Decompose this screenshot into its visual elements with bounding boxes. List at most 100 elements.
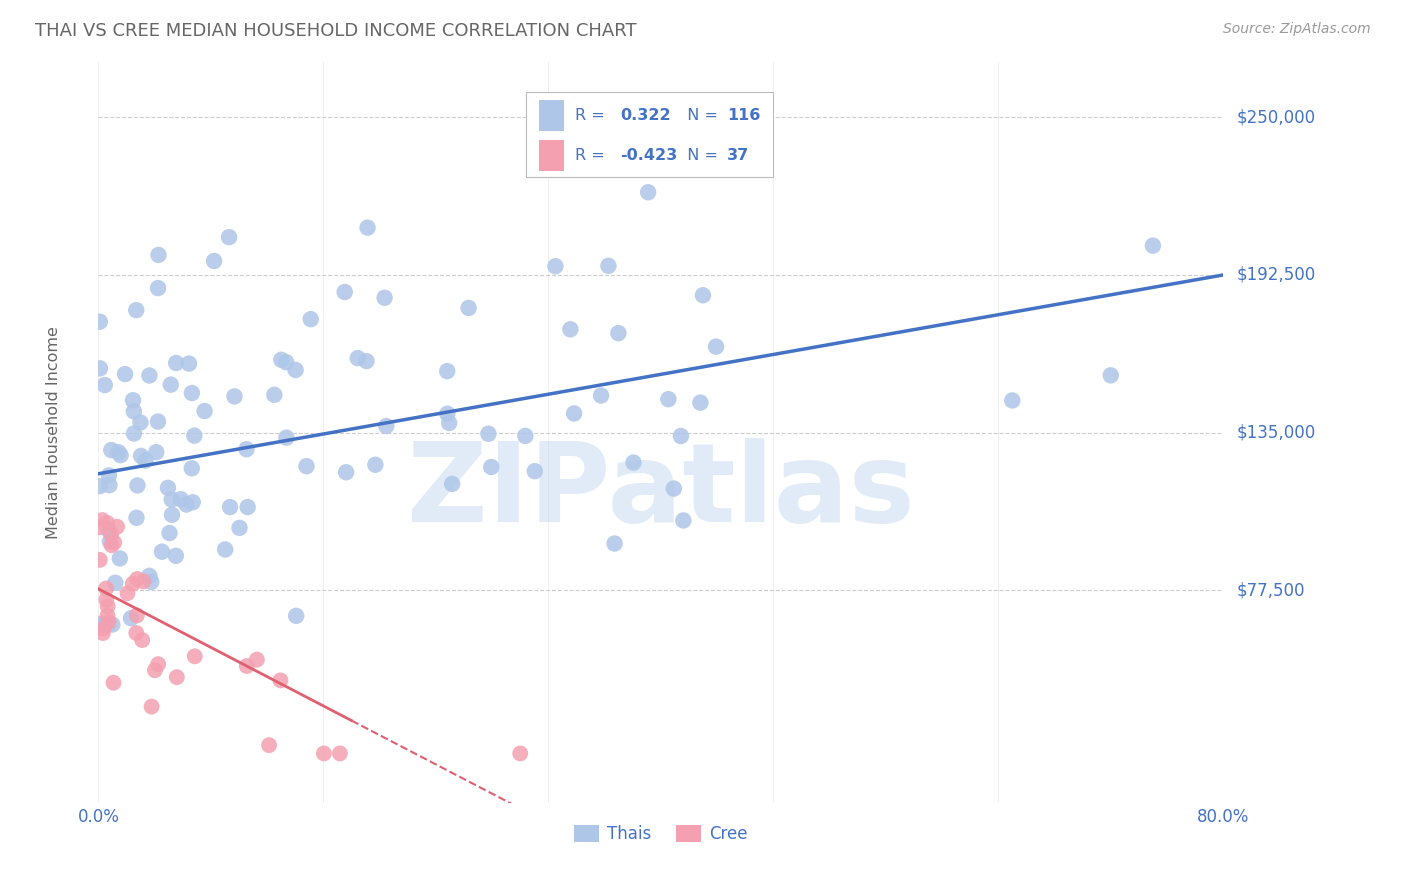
Point (117, 586, 139, 600)
Text: ZIPatlas: ZIPatlas (406, 438, 915, 545)
Point (129, 449, 152, 463)
Point (100, 443, 122, 458)
Point (94, 582, 117, 596)
Point (91, 626, 114, 640)
Point (276, 355, 298, 369)
Point (96, 592, 118, 607)
Point (235, 442, 257, 457)
Point (122, 426, 145, 441)
Text: $77,500: $77,500 (1237, 582, 1306, 599)
Point (589, 388, 612, 402)
Point (312, 747, 335, 761)
Point (662, 482, 685, 496)
Point (1142, 238, 1164, 252)
Text: R =: R = (575, 109, 616, 123)
Point (104, 575, 127, 590)
Point (160, 492, 183, 507)
Point (689, 395, 711, 409)
Point (89, 315, 111, 329)
Point (214, 542, 236, 557)
Point (89, 361, 111, 376)
Point (97, 468, 120, 483)
Point (100, 527, 122, 541)
Point (285, 608, 308, 623)
Point (97, 615, 120, 629)
Text: 37: 37 (727, 148, 749, 163)
Point (159, 377, 181, 392)
Point (91, 622, 114, 636)
FancyBboxPatch shape (540, 100, 564, 131)
Point (114, 367, 136, 381)
Point (183, 428, 205, 442)
Point (219, 500, 242, 514)
Point (1001, 393, 1024, 408)
Point (103, 675, 125, 690)
Point (295, 459, 318, 474)
Point (105, 519, 128, 533)
Point (138, 569, 160, 583)
Text: Source: ZipAtlas.com: Source: ZipAtlas.com (1223, 22, 1371, 37)
Point (562, 407, 585, 421)
Point (515, 429, 537, 443)
Point (159, 526, 181, 541)
Point (374, 291, 396, 305)
Point (89, 553, 111, 567)
Point (97, 599, 120, 614)
Point (181, 495, 204, 509)
Point (375, 419, 398, 434)
Point (236, 500, 259, 514)
Point (441, 476, 464, 491)
Point (160, 508, 183, 522)
Point (96, 516, 118, 530)
Point (544, 259, 567, 273)
Point (122, 576, 145, 591)
Point (236, 659, 259, 673)
Point (623, 456, 645, 470)
Point (122, 393, 145, 408)
Point (138, 368, 160, 383)
Text: N =: N = (676, 109, 723, 123)
Point (120, 611, 142, 625)
Point (131, 633, 153, 648)
Point (1099, 368, 1122, 383)
Point (457, 301, 479, 315)
Point (246, 652, 269, 666)
Point (98, 534, 121, 549)
Point (180, 386, 202, 401)
Point (364, 458, 387, 472)
Point (436, 364, 458, 378)
Point (509, 747, 531, 761)
Point (284, 363, 307, 377)
Point (146, 657, 169, 672)
Point (97, 617, 120, 632)
Point (356, 220, 378, 235)
Point (89, 520, 111, 534)
Text: $250,000: $250,000 (1237, 108, 1316, 127)
Point (598, 259, 620, 273)
Text: R =: R = (575, 148, 610, 163)
Legend: Thais, Cree: Thais, Cree (567, 819, 755, 850)
Point (165, 356, 187, 370)
Point (101, 617, 124, 632)
Point (672, 513, 695, 527)
Point (177, 357, 200, 371)
Point (141, 574, 163, 589)
Point (202, 254, 225, 268)
Point (669, 429, 692, 443)
Point (90, 616, 112, 631)
Point (127, 572, 149, 586)
Point (125, 510, 148, 524)
Point (125, 626, 148, 640)
Point (107, 445, 129, 459)
Point (477, 426, 499, 441)
Point (356, 354, 378, 368)
Point (224, 389, 246, 403)
Point (127, 478, 149, 492)
Point (263, 388, 285, 402)
Point (176, 498, 198, 512)
Point (156, 481, 179, 495)
Point (479, 460, 502, 475)
Point (170, 492, 193, 507)
Point (96, 608, 118, 623)
Point (335, 465, 357, 479)
